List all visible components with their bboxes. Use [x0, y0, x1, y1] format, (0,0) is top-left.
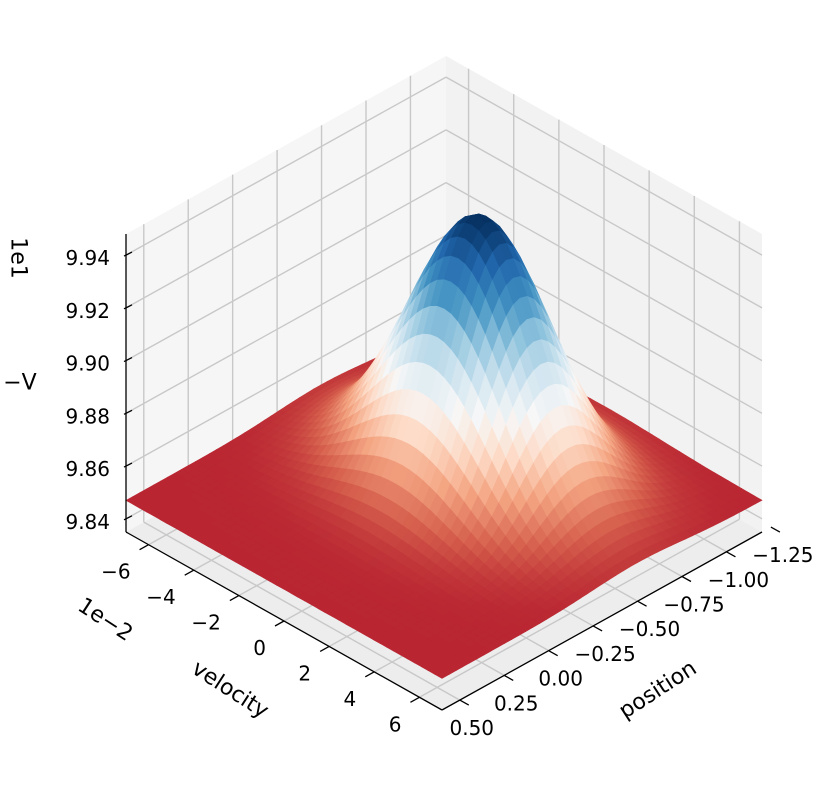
x-tick-mark — [681, 575, 692, 583]
x-tick-mark — [770, 526, 781, 533]
x-tick-label: −0.25 — [574, 642, 635, 666]
z-tick-mark — [123, 251, 133, 257]
z-axis-title: −V — [3, 371, 36, 396]
z-tick-mark — [123, 462, 133, 468]
z-tick-label: 9.92 — [65, 299, 110, 323]
y-tick-mark — [139, 544, 149, 551]
y-tick-mark — [364, 671, 375, 678]
y-tick-label: −4 — [146, 585, 175, 609]
z-grid-left — [125, 287, 447, 467]
z-grid-right — [445, 129, 763, 309]
y-tick-mark — [410, 696, 420, 703]
x-tick-mark — [503, 674, 514, 681]
x-tick-mark — [726, 551, 736, 558]
z-grid-right — [445, 76, 763, 256]
y-offset-label: 1e−2 — [73, 593, 137, 647]
surface-plot — [125, 213, 763, 679]
x-tick-label: 0.00 — [538, 667, 583, 691]
x-tick-mark — [548, 650, 558, 657]
axis-lines — [123, 234, 781, 711]
y-tick-mark — [229, 595, 240, 602]
x-tick-label: −1.25 — [752, 543, 813, 567]
y-grid-floor — [419, 518, 740, 698]
z-grid-left — [125, 76, 447, 256]
y-tick-label: −6 — [101, 560, 130, 584]
y-tick-mark — [319, 645, 330, 652]
x-tick-label: −0.50 — [619, 617, 680, 641]
x-tick-mark — [637, 600, 647, 607]
z-grid-left — [125, 181, 447, 362]
x-tick-label: −0.75 — [663, 593, 724, 617]
z-tick-mark — [123, 357, 133, 363]
x-tick-label: 0.25 — [494, 691, 539, 715]
x-tick-mark — [459, 699, 470, 706]
z-tick-label: 9.90 — [65, 352, 110, 376]
z-offset-label: 1e1 — [6, 237, 31, 279]
y-tick-label: 4 — [344, 687, 357, 711]
z-tick-label: 9.84 — [65, 510, 110, 534]
z-tick-mark — [123, 409, 133, 415]
y-tick-label: −2 — [191, 611, 220, 635]
y-tick-mark — [274, 620, 285, 627]
x-tick-mark — [592, 625, 603, 632]
x-tick-label: −1.00 — [708, 568, 769, 592]
surface-patch — [434, 670, 450, 679]
x-axis-title: position — [615, 656, 702, 724]
y-tick-mark — [184, 569, 195, 576]
z-tick-mark — [123, 515, 133, 521]
z-tick-label: 9.88 — [65, 404, 110, 428]
z-grid-left — [125, 234, 447, 414]
z-grid-left — [125, 129, 447, 309]
x-axis-line — [441, 531, 763, 711]
z-tick-mark — [123, 304, 133, 310]
y-axis-title: velocity — [187, 656, 273, 724]
y-tick-label: 2 — [298, 661, 311, 685]
z-tick-label: 9.86 — [65, 457, 110, 481]
z-grid-right — [445, 181, 763, 362]
y-tick-label: 6 — [389, 712, 402, 736]
x-tick-label: 0.50 — [450, 716, 495, 740]
z-tick-label: 9.94 — [65, 246, 110, 270]
y-tick-label: 0 — [253, 636, 266, 660]
